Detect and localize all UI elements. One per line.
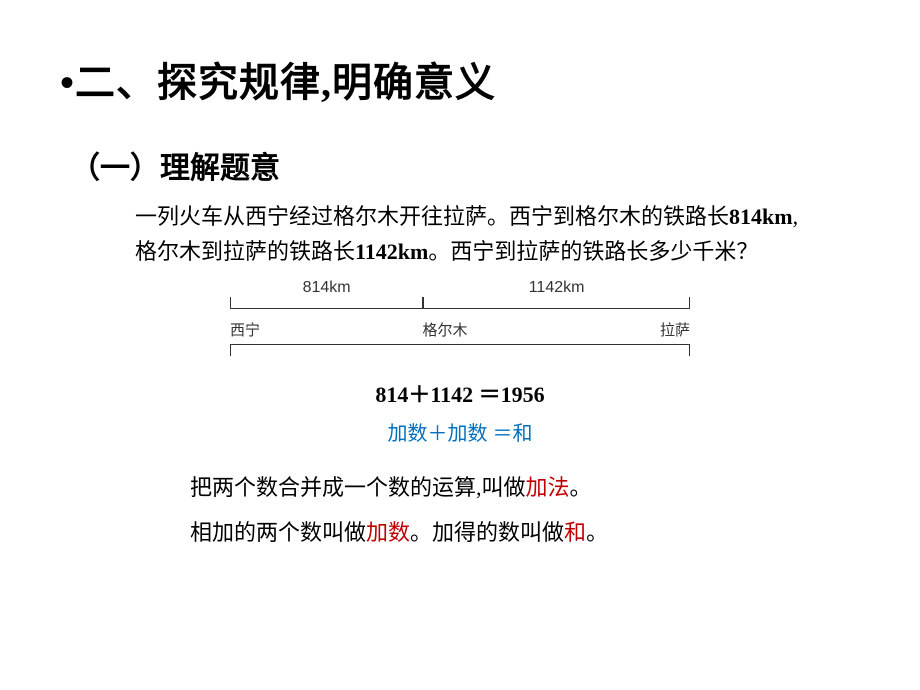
city-labels: 西宁 格尔木 拉萨 <box>230 319 690 340</box>
bottom-bracket <box>230 344 690 362</box>
def2-post: 。 <box>586 520 608 545</box>
segment-2-label: 1142km <box>423 279 690 297</box>
bracket-seg1 <box>230 297 423 309</box>
def1-post: 。 <box>570 475 592 500</box>
city-2: 格尔木 <box>422 319 467 340</box>
line-diagram: 814km 1142km 西宁 格尔木 拉萨 <box>230 279 690 362</box>
def2-mid: 。加得的数叫做 <box>410 520 564 545</box>
def2-term2: 和 <box>564 520 586 545</box>
problem-text-1: 一列火车从西宁经过格尔木开往拉萨。西宁到格尔木的铁路长 <box>135 204 729 229</box>
numeric-equation: 814＋1142 ＝1956 <box>60 377 860 409</box>
definition-2: 相加的两个数叫做加数。加得的数叫做和。 <box>190 516 860 549</box>
problem-bold-2: 1142km <box>355 239 428 264</box>
sub-heading: （一）理解题意 <box>70 143 860 187</box>
def2-pre: 相加的两个数叫做 <box>190 520 366 545</box>
city-3: 拉萨 <box>660 319 690 340</box>
problem-bold-1: 814km <box>729 204 793 229</box>
top-brackets <box>230 297 690 315</box>
def1-pre: 把两个数合并成一个数的运算,叫做 <box>190 475 526 500</box>
city-1: 西宁 <box>230 319 260 340</box>
bracket-total <box>230 344 690 356</box>
def1-term: 加法 <box>526 475 570 500</box>
word-equation: 加数＋加数 ＝和 <box>60 417 860 446</box>
problem-text-3: 。西宁到拉萨的铁路长多少千米？ <box>428 239 758 264</box>
bracket-seg2 <box>423 297 690 309</box>
definition-1: 把两个数合并成一个数的运算,叫做加法。 <box>190 471 860 504</box>
def2-term1: 加数 <box>366 520 410 545</box>
problem-statement: 一列火车从西宁经过格尔木开往拉萨。西宁到格尔木的铁路长814km, 格尔木到拉萨… <box>135 199 820 269</box>
segment-1-label: 814km <box>230 279 423 297</box>
segment-labels: 814km 1142km <box>230 279 690 297</box>
main-heading: •二、探究规律,明确意义 <box>60 50 860 108</box>
